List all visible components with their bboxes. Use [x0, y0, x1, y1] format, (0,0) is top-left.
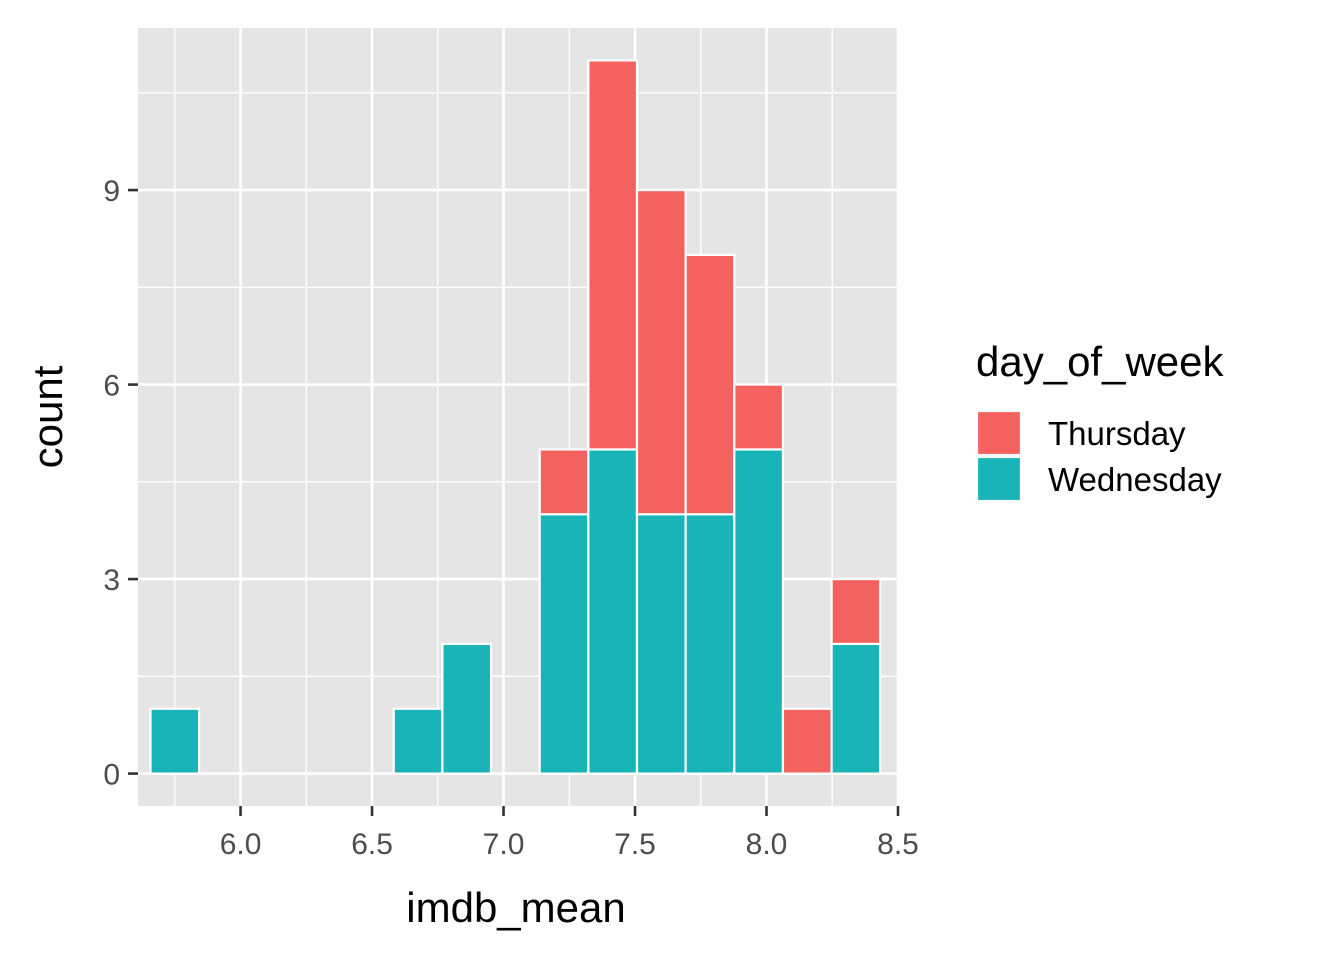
x-axis-title: imdb_mean: [406, 884, 625, 931]
y-tick-label: 0: [103, 759, 120, 792]
x-tick-label: 8.0: [746, 828, 788, 861]
bar-thursday: [587, 59, 639, 451]
legend-key-wednesday: [975, 455, 1023, 503]
bar-wednesday: [392, 707, 444, 775]
bar-wednesday: [538, 513, 590, 775]
bar-wednesday: [441, 642, 493, 775]
bar-thursday: [733, 383, 785, 451]
y-axis-title: count: [24, 365, 71, 468]
bar-wednesday: [684, 513, 736, 775]
x-axis: 6.0 6.5 7.0 7.5 8.0 8.5: [220, 806, 919, 861]
bar-thursday: [781, 707, 833, 775]
bar-thursday: [830, 577, 882, 646]
y-tick-label: 9: [103, 175, 120, 208]
bar-wednesday: [733, 448, 785, 775]
legend-label-thursday: Thursday: [1048, 415, 1186, 452]
bars: [149, 59, 882, 775]
bar-wednesday: [587, 448, 639, 775]
y-tick-label: 6: [103, 370, 120, 403]
x-tick-label: 8.5: [877, 828, 919, 861]
y-tick-label: 3: [103, 564, 120, 597]
bar-wednesday: [149, 707, 201, 775]
bar-thursday: [538, 448, 590, 516]
y-axis: 0 3 6 9: [103, 175, 138, 792]
legend: day_of_week Thursday Wednesday: [975, 338, 1225, 503]
x-tick-label: 7.0: [483, 828, 525, 861]
bar-wednesday: [635, 513, 687, 775]
legend-key-thursday: [975, 409, 1023, 457]
legend-title: day_of_week: [976, 338, 1225, 385]
bar-thursday: [635, 188, 687, 516]
legend-label-wednesday: Wednesday: [1048, 461, 1222, 498]
bar-thursday: [684, 253, 736, 516]
x-tick-label: 7.5: [614, 828, 656, 861]
bar-wednesday: [830, 642, 882, 775]
x-tick-label: 6.0: [220, 828, 262, 861]
x-tick-label: 6.5: [351, 828, 393, 861]
legend-entries: Thursday Wednesday: [975, 409, 1222, 503]
